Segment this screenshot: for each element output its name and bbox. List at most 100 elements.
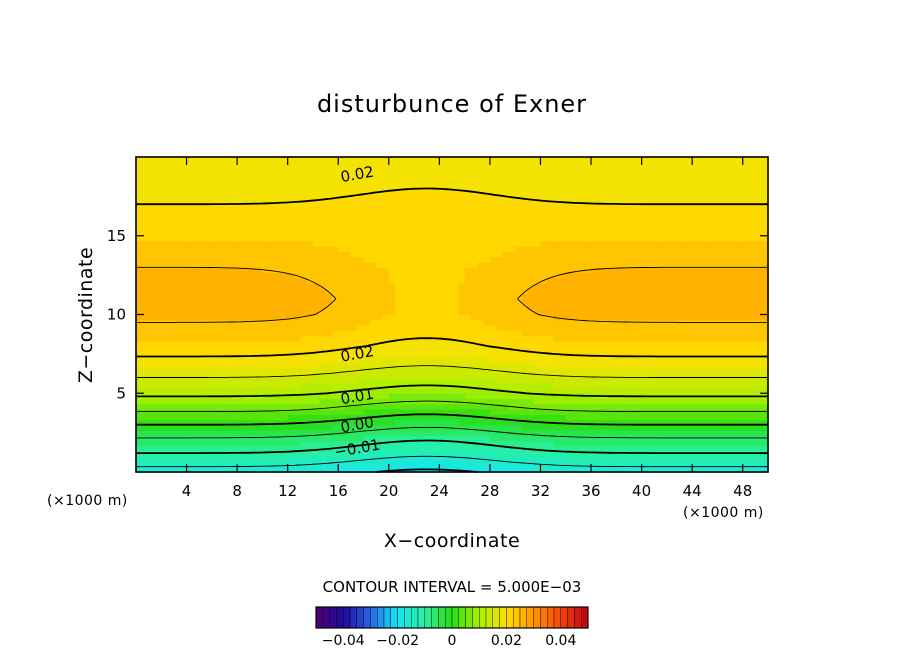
field-cell	[414, 241, 421, 247]
field-cell	[218, 398, 226, 405]
field-cell	[199, 256, 207, 263]
field-cell	[622, 361, 630, 368]
field-cell	[173, 298, 181, 305]
field-cell	[249, 283, 257, 289]
field-cell	[559, 361, 567, 368]
field-cell	[382, 356, 390, 363]
field-cell	[502, 214, 510, 221]
field-cell	[414, 372, 421, 379]
field-cell	[300, 367, 308, 373]
field-cell	[230, 277, 238, 284]
field-cell	[395, 277, 403, 284]
field-cell	[426, 319, 434, 326]
field-cell	[294, 172, 301, 179]
field-cell	[230, 309, 238, 316]
field-cell	[603, 377, 611, 384]
field-cell	[287, 314, 295, 321]
field-cell	[338, 188, 346, 195]
field-cell	[483, 356, 491, 363]
field-cell	[224, 272, 232, 279]
field-cell	[578, 293, 586, 300]
field-cell	[205, 283, 213, 289]
field-cell	[445, 356, 453, 363]
field-cell	[540, 435, 548, 442]
field-cell	[635, 445, 643, 452]
field-cell	[325, 283, 333, 289]
field-cell	[211, 309, 219, 316]
field-cell	[534, 251, 542, 258]
field-cell	[325, 188, 333, 195]
field-cell	[180, 157, 188, 163]
field-cell	[502, 272, 510, 279]
field-cell	[527, 319, 535, 326]
field-cell	[319, 367, 327, 373]
field-cell	[578, 398, 586, 405]
field-cell	[540, 172, 548, 179]
field-cell	[572, 204, 579, 211]
field-cell	[369, 199, 377, 205]
field-cell	[654, 314, 662, 321]
field-cell	[319, 293, 327, 300]
field-cell	[199, 445, 207, 452]
field-cell	[597, 256, 605, 263]
field-cell	[199, 267, 207, 274]
field-cell	[237, 466, 245, 473]
field-cell	[154, 172, 162, 179]
field-cell	[496, 435, 504, 442]
field-cell	[496, 445, 504, 452]
field-cell	[603, 388, 611, 394]
field-cell	[331, 440, 339, 447]
field-cell	[628, 430, 636, 436]
field-cell	[426, 440, 434, 447]
field-cell	[565, 430, 573, 436]
field-cell	[382, 409, 390, 415]
field-cell	[154, 283, 162, 289]
field-cell	[452, 346, 459, 352]
field-cell	[477, 188, 485, 195]
field-cell	[635, 346, 643, 352]
field-cell	[420, 272, 428, 279]
field-cell	[616, 451, 624, 457]
field-cell	[287, 251, 295, 258]
field-cell	[382, 330, 390, 337]
field-cell	[496, 262, 504, 268]
field-cell	[515, 293, 523, 300]
field-cell	[464, 309, 472, 316]
field-cell	[173, 414, 181, 421]
field-cell	[414, 298, 421, 305]
field-cell	[344, 340, 352, 347]
field-cell	[211, 335, 219, 342]
field-cell	[553, 382, 561, 389]
field-cell	[641, 382, 649, 389]
field-cell	[654, 309, 662, 316]
field-cell	[420, 440, 428, 447]
field-cell	[584, 235, 592, 242]
field-cell	[445, 214, 453, 221]
field-cell	[325, 403, 333, 410]
field-cell	[388, 272, 396, 279]
field-cell	[395, 220, 403, 226]
field-cell	[281, 220, 289, 226]
field-cell	[654, 214, 662, 221]
field-cell	[350, 340, 358, 347]
field-cell	[154, 193, 162, 200]
field-cell	[426, 277, 434, 284]
field-cell	[218, 424, 226, 431]
field-cell	[331, 456, 339, 463]
field-cell	[325, 272, 333, 279]
field-cell	[268, 461, 276, 468]
field-cell	[331, 367, 339, 373]
field-cell	[654, 172, 662, 179]
field-cell	[281, 262, 289, 268]
field-cell	[211, 251, 219, 258]
field-cell	[654, 424, 662, 431]
field-cell	[641, 225, 649, 232]
field-cell	[338, 162, 346, 169]
field-cell	[426, 419, 434, 426]
field-cell	[591, 346, 598, 352]
field-cell	[287, 398, 295, 405]
field-cell	[647, 304, 655, 310]
field-cell	[186, 356, 194, 363]
field-cell	[142, 199, 150, 205]
field-cell	[439, 277, 447, 284]
